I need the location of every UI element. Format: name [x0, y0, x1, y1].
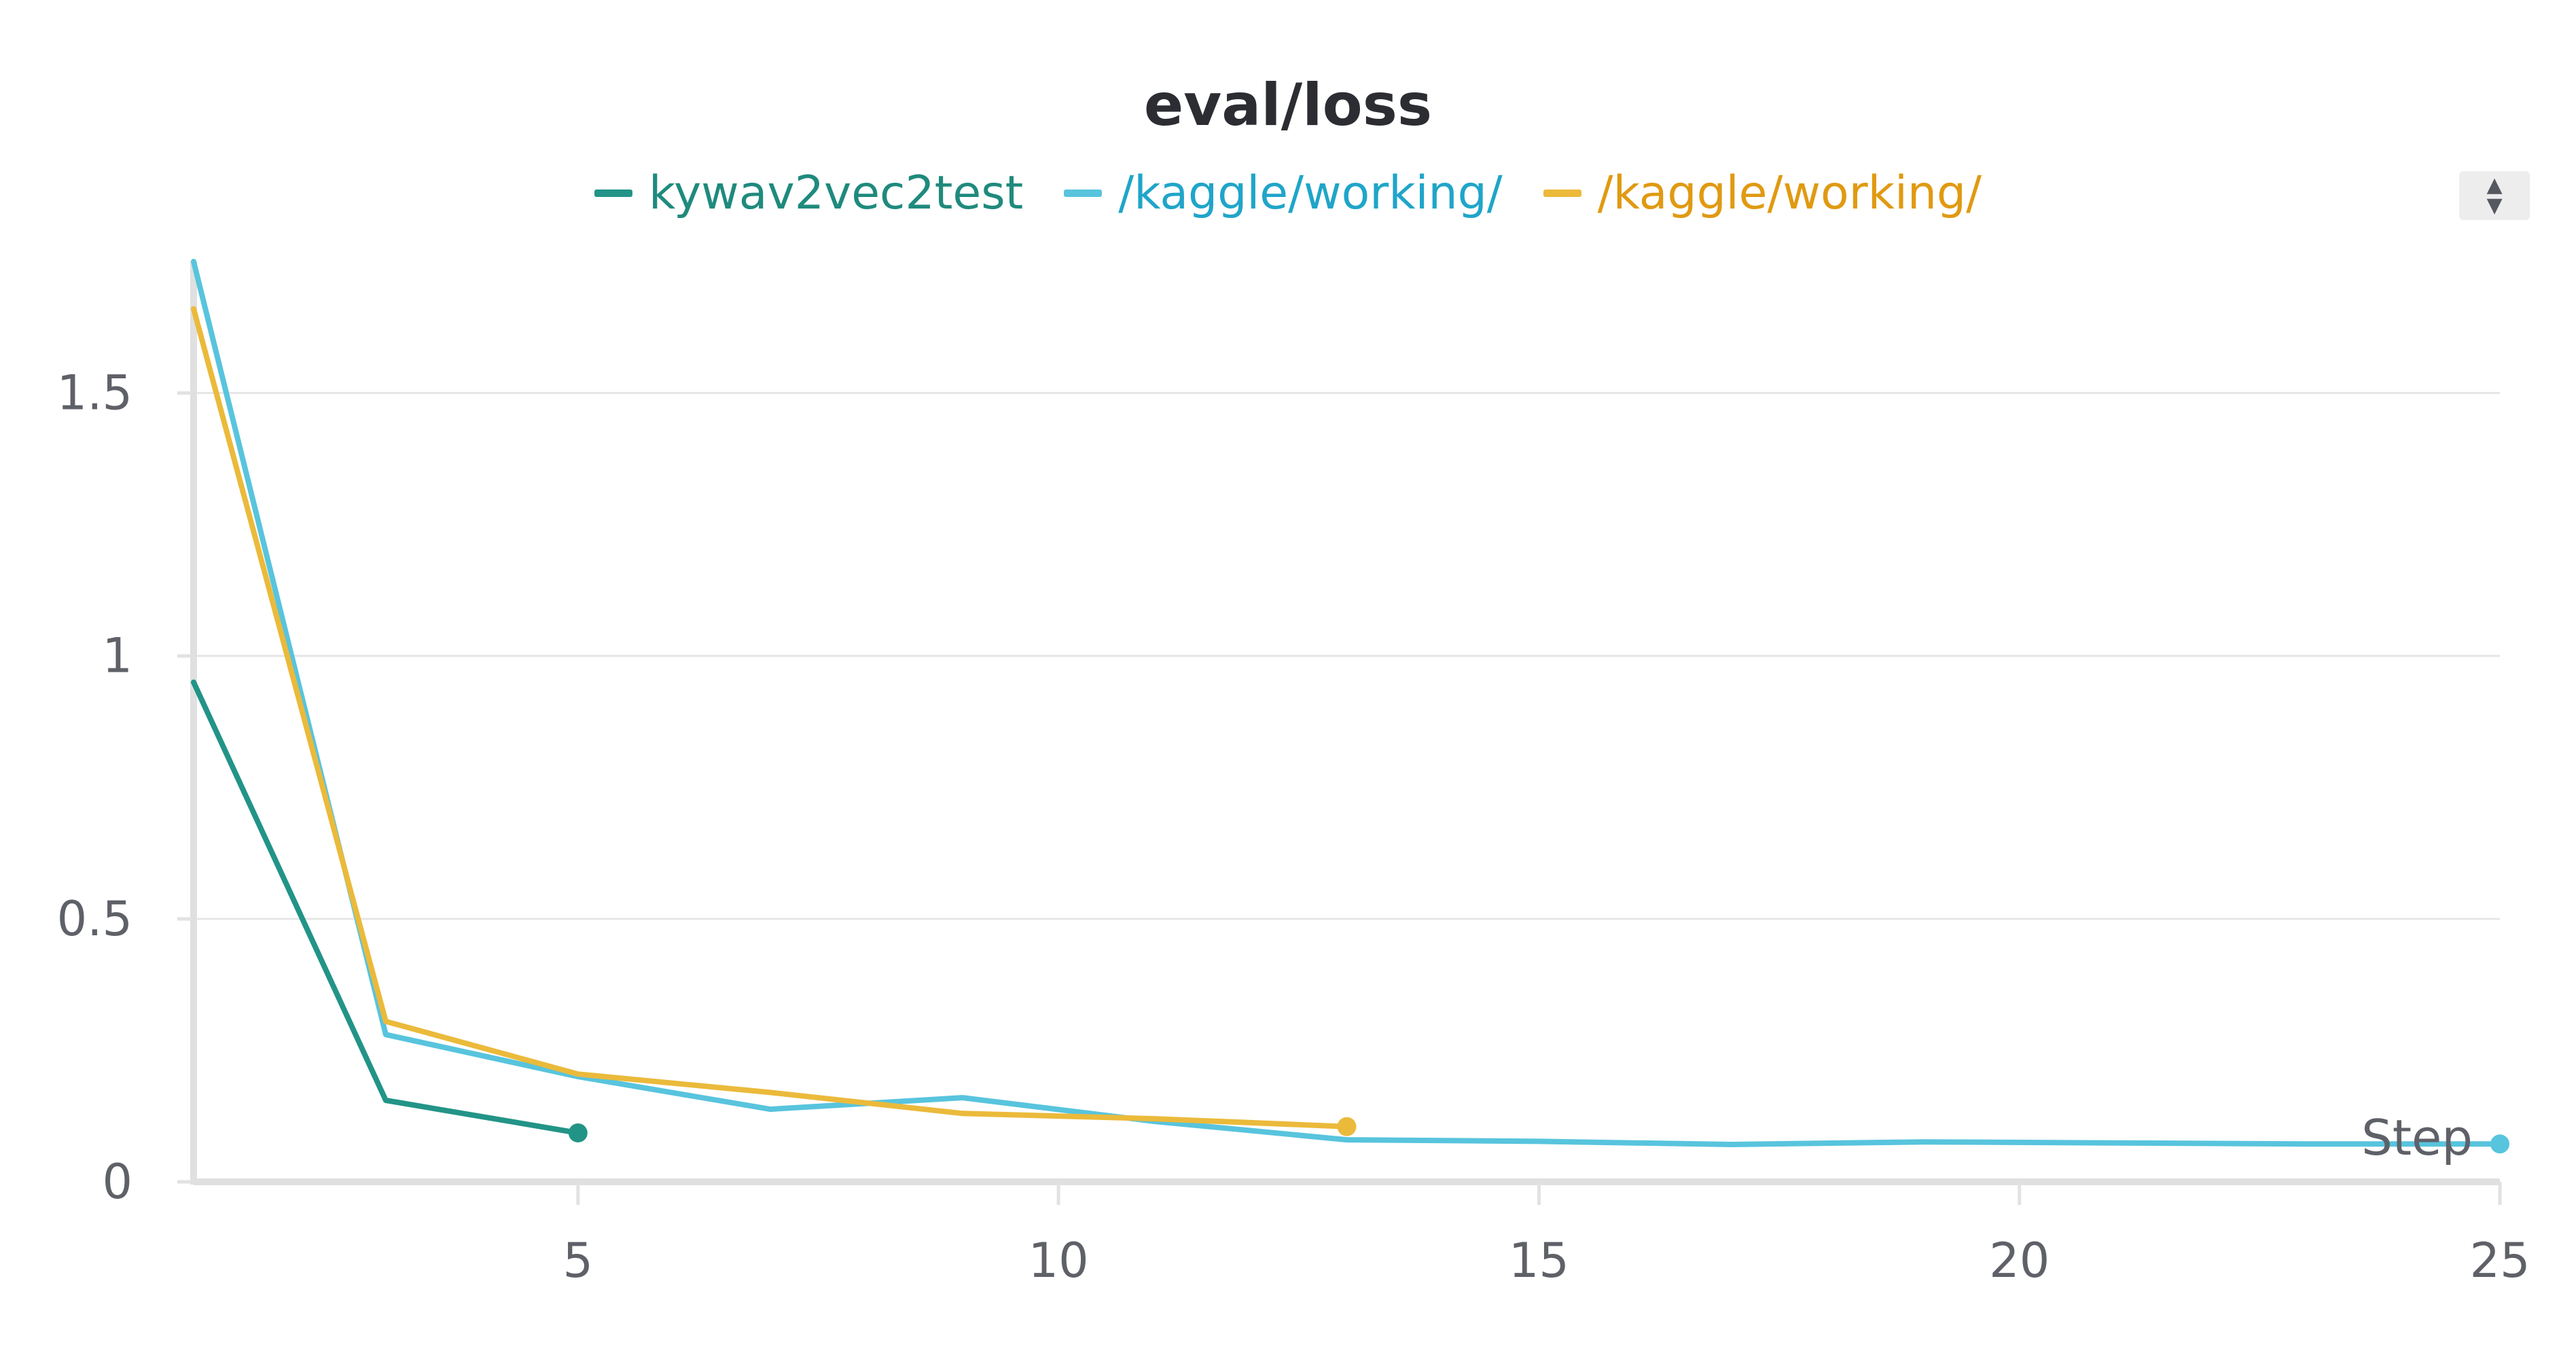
- series-endpoint-1: [2490, 1134, 2509, 1154]
- x-tick-label-3: 20: [1989, 1233, 2050, 1288]
- legend-label-2: /kaggle/working/: [1597, 166, 1982, 220]
- grid-layer: [194, 392, 2500, 920]
- triangle-up-icon: ▲: [2486, 173, 2503, 197]
- x-tick-label-0: 5: [563, 1233, 594, 1288]
- legend-label-0: kywav2vec2test: [648, 166, 1024, 220]
- chart-legend: kywav2vec2test /kaggle/working/ /kaggle/…: [0, 166, 2576, 220]
- legend-item-0[interactable]: kywav2vec2test: [594, 166, 1023, 220]
- legend-sort-toggle[interactable]: ▲ ▼: [2459, 171, 2530, 220]
- legend-swatch-2: [1543, 190, 1581, 197]
- legend-item-1[interactable]: /kaggle/working/: [1064, 166, 1503, 220]
- series-layer: [191, 259, 2509, 1154]
- series-line-0: [191, 679, 581, 1136]
- y-tick-label-2: 1: [102, 628, 132, 684]
- triangle-down-icon: ▼: [2486, 194, 2503, 217]
- x-tick-label-2: 15: [1509, 1233, 1569, 1288]
- legend-label-1: /kaggle/working/: [1118, 166, 1503, 220]
- axis-layer: [177, 261, 2502, 1205]
- y-tick-label-1: 0.5: [57, 891, 132, 947]
- legend-swatch-1: [1064, 190, 1103, 197]
- label-layer: 0 0.5 1 1.5 5 10 15 20 25 Step: [57, 365, 2530, 1288]
- legend-item-2[interactable]: /kaggle/working/: [1543, 166, 1982, 220]
- y-tick-label-0: 0: [102, 1154, 132, 1210]
- x-tick-label-1: 10: [1028, 1233, 1089, 1288]
- series-endpoint-2: [1337, 1117, 1357, 1136]
- legend-swatch-0: [594, 190, 632, 197]
- chart-title: eval/loss: [1143, 71, 1433, 139]
- x-axis-label: Step: [2361, 1109, 2473, 1166]
- series-line-2: [191, 306, 1350, 1130]
- series-endpoint-0: [568, 1123, 588, 1142]
- x-tick-label-4: 25: [2469, 1233, 2530, 1288]
- y-tick-label-3: 1.5: [57, 365, 132, 421]
